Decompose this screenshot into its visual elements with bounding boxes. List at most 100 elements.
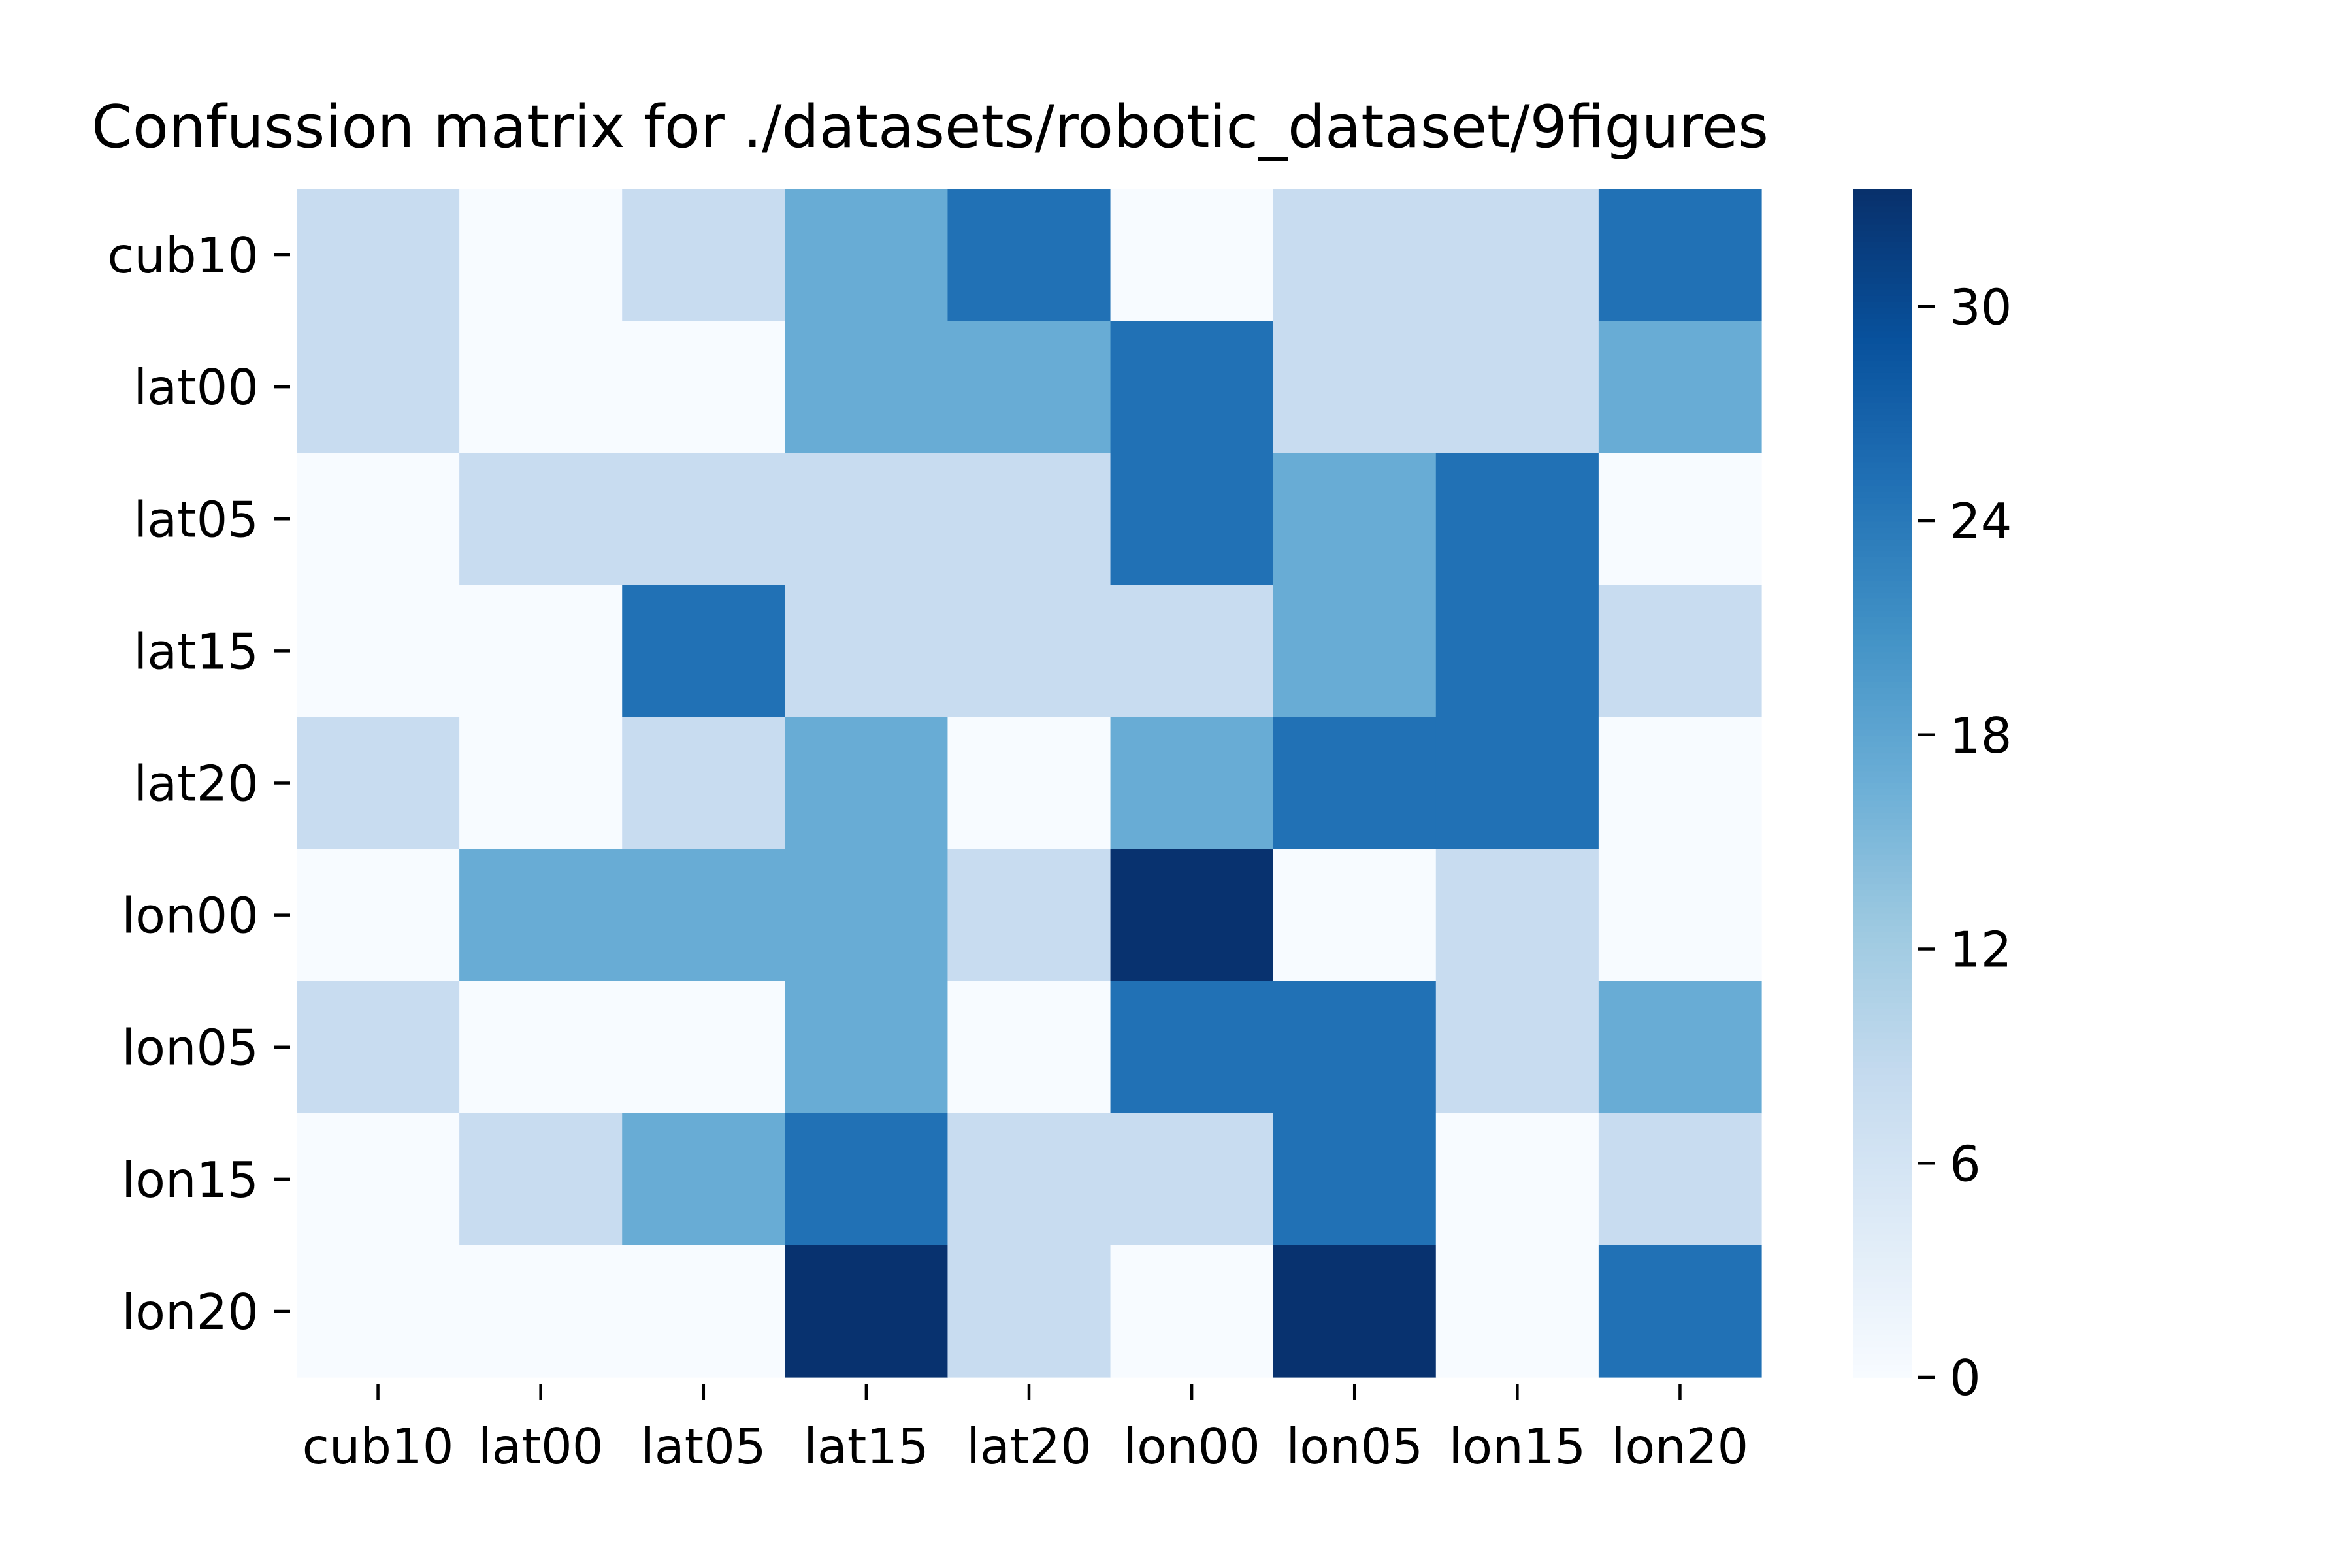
colorbar-segment	[1853, 1056, 1912, 1063]
colorbar-segment	[1853, 842, 1912, 849]
heatmap-cell-lat15-lat15	[785, 585, 949, 718]
colorbar-segment	[1853, 706, 1912, 713]
heatmap-cell-lon05-lon20	[1598, 981, 1762, 1114]
colorbar-segment	[1853, 307, 1912, 314]
heatmap-cell-lat00-cub10	[297, 321, 460, 453]
colorbar-segment	[1853, 723, 1912, 730]
colorbar-segment	[1853, 1252, 1912, 1259]
heatmap-cell-lon05-lat15	[785, 981, 949, 1114]
colorbar-segment	[1853, 907, 1912, 915]
colorbar-segment	[1853, 438, 1912, 445]
colorbar-segment	[1853, 325, 1912, 333]
colorbar-segment	[1853, 717, 1912, 725]
colorbar-segment	[1853, 896, 1912, 903]
colorbar-segment	[1853, 468, 1912, 475]
colorbar-segment	[1853, 314, 1912, 320]
heatmap-cell-lon00-lat15	[785, 849, 949, 982]
colorbar-segment	[1853, 741, 1912, 748]
colorbar-segment	[1853, 973, 1912, 980]
colorbar-segment	[1853, 1026, 1912, 1034]
heatmap-cell-lon05-lon05	[1273, 981, 1437, 1114]
heatmap-cell-lat00-lat00	[459, 321, 623, 453]
y-tick-label-lon00: lon00	[122, 887, 259, 945]
colorbar-segment	[1853, 1359, 1912, 1366]
heatmap-cell-lat00-lon00	[1110, 321, 1274, 453]
heatmap-cell-lat15-cub10	[297, 585, 460, 718]
colorbar-segment	[1853, 990, 1912, 998]
colorbar-segment	[1853, 385, 1912, 392]
colorbar-segment	[1853, 640, 1912, 647]
colorbar-segment	[1853, 1330, 1912, 1337]
colorbar-segment	[1853, 485, 1912, 493]
colorbar-segment	[1853, 1318, 1912, 1324]
heatmap-cell-lat15-lat05	[622, 585, 785, 718]
colorbar-segment	[1853, 593, 1912, 600]
colorbar-segment	[1853, 812, 1912, 819]
colorbar-segment	[1853, 1044, 1912, 1051]
heatmap-cell-lat05-cub10	[297, 453, 460, 585]
heatmap-cell-lon20-cub10	[297, 1245, 460, 1378]
heatmap-cell-lat00-lat20	[947, 321, 1111, 453]
x-axis: cub10 lat00 lat05 lat15 lat20 lon00 lon05 lon15…	[302, 1384, 1748, 1475]
heatmap-cell-lon15-lat05	[622, 1113, 785, 1246]
colorbar-segment	[1853, 355, 1912, 362]
colorbar-segment	[1853, 1098, 1912, 1105]
heatmap-cell-cub10-lat20	[947, 189, 1111, 321]
colorbar-segment	[1853, 1062, 1912, 1069]
colorbar-segment	[1853, 1068, 1912, 1075]
colorbar-segment	[1853, 1211, 1912, 1218]
colorbar-segment	[1853, 361, 1912, 368]
heatmap-cell-lat00-lon05	[1273, 321, 1437, 453]
heatmap-cell-cub10-lat05	[622, 189, 785, 321]
colorbar-segment	[1853, 1305, 1912, 1313]
colorbar-segment	[1853, 848, 1912, 855]
heatmap-cell-lon05-lon00	[1110, 981, 1274, 1114]
colorbar-segment	[1853, 872, 1912, 879]
colorbar-segment	[1853, 1347, 1912, 1354]
colorbar-segment	[1853, 402, 1912, 410]
colorbar-segment	[1853, 681, 1912, 689]
colorbar-tick-label-24: 24	[1950, 493, 2012, 550]
colorbar-segment	[1853, 260, 1912, 267]
colorbar-segment	[1853, 1335, 1912, 1343]
colorbar-segment	[1853, 1288, 1912, 1295]
heatmap-cell-lat05-lon20	[1598, 453, 1762, 585]
colorbar-segment	[1853, 1258, 1912, 1265]
colorbar-segment	[1853, 1074, 1912, 1081]
colorbar-segment	[1853, 1270, 1912, 1277]
colorbar-segment	[1853, 1103, 1912, 1111]
colorbar-segment	[1853, 206, 1912, 214]
colorbar-segment	[1853, 1092, 1912, 1099]
heatmap-cell-lon00-lon05	[1273, 849, 1437, 982]
heatmap-cell-lon00-lon15	[1435, 849, 1599, 982]
colorbar-segment	[1853, 676, 1912, 683]
heatmap-cell-lat15-lon15	[1435, 585, 1599, 718]
colorbar-segment	[1853, 1186, 1912, 1194]
colorbar-segment	[1853, 1228, 1912, 1235]
colorbar-segment	[1853, 931, 1912, 938]
colorbar-segment	[1853, 890, 1912, 897]
colorbar-segment	[1853, 289, 1912, 297]
colorbar-segment	[1853, 575, 1912, 582]
heatmap-cell-lat15-lat00	[459, 585, 623, 718]
colorbar-segment	[1853, 551, 1912, 558]
colorbar-segment	[1853, 1217, 1912, 1224]
x-tick-label-lat00: lat00	[478, 1418, 604, 1475]
colorbar-segment	[1853, 1324, 1912, 1331]
heatmap-cell-lon15-lat00	[459, 1113, 623, 1246]
heatmap-cell-lon15-lon15	[1435, 1113, 1599, 1246]
heatmap-cell-lat00-lon15	[1435, 321, 1599, 453]
colorbar-segment	[1853, 996, 1912, 1004]
colorbar-segment	[1853, 759, 1912, 766]
heatmap-cell-lat20-lat05	[622, 717, 785, 850]
x-tick-label-lat15: lat15	[804, 1418, 929, 1475]
heatmap-cell-lon15-lon05	[1273, 1113, 1437, 1246]
colorbar-segment	[1853, 1134, 1912, 1141]
colorbar-segment	[1853, 658, 1912, 665]
colorbar-segment	[1853, 800, 1912, 808]
colorbar-segment	[1853, 694, 1912, 700]
colorbar-segment	[1853, 379, 1912, 385]
colorbar-segment	[1853, 527, 1912, 534]
colorbar-segment	[1853, 687, 1912, 694]
colorbar-segment	[1853, 491, 1912, 498]
